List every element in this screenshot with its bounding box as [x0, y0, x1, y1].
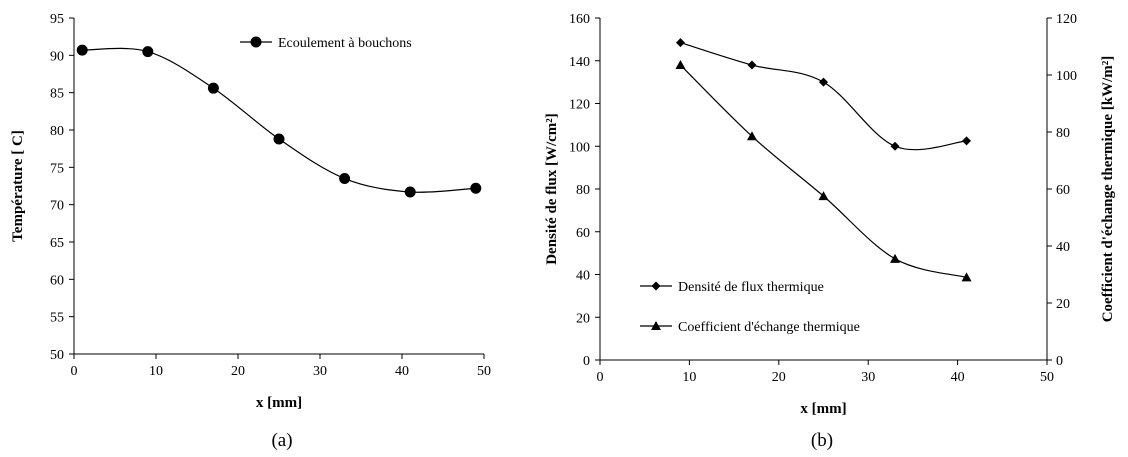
x-tick-label: 30 — [861, 370, 875, 385]
y-tick-label: 65 — [50, 236, 64, 251]
series-line — [82, 47, 476, 193]
y-tick-label: 100 — [569, 140, 590, 155]
legend-marker — [250, 36, 262, 48]
data-point — [890, 141, 900, 151]
data-point — [675, 38, 685, 48]
data-point — [890, 253, 901, 263]
x-tick-label: 10 — [149, 364, 163, 379]
legend-marker — [651, 321, 661, 330]
x-tick-label: 20 — [772, 370, 786, 385]
x-tick-label: 50 — [477, 364, 491, 379]
y2-tick-label: 60 — [1056, 183, 1070, 198]
y-tick-label: 50 — [50, 348, 64, 363]
y2-axis-title: Coefficient d'échange thermique [kW/m²] — [1100, 56, 1116, 323]
y-tick-label: 75 — [50, 161, 64, 176]
data-point — [142, 46, 154, 58]
series-0 — [675, 38, 972, 151]
y-tick-label: 95 — [50, 12, 64, 27]
y-tick-label: 90 — [50, 49, 64, 64]
y-tick-label: 120 — [569, 98, 590, 113]
y-tick-label: 60 — [576, 226, 590, 241]
x-tick-label: 0 — [71, 364, 78, 379]
data-point — [76, 44, 88, 56]
y-tick-label: 140 — [569, 55, 590, 70]
y-tick-label: 160 — [569, 12, 590, 27]
y2-tick-label: 80 — [1056, 126, 1070, 141]
y-tick-label: 55 — [50, 311, 64, 326]
legend-entry: Coefficient d'échange thermique — [640, 320, 860, 335]
data-point — [207, 82, 219, 94]
x-tick-label: 10 — [682, 370, 696, 385]
legend-entry: Densité de flux thermique — [640, 280, 824, 295]
x-tick-label: 50 — [1040, 370, 1054, 385]
x-axis-title: x [mm] — [800, 401, 846, 417]
legend-label: Coefficient d'échange thermique — [678, 320, 860, 335]
x-tick-label: 20 — [231, 364, 245, 379]
data-point — [962, 136, 972, 146]
x-tick-label: 0 — [597, 370, 604, 385]
data-point — [339, 173, 351, 185]
data-point — [746, 131, 757, 141]
x-tick-label: 30 — [313, 364, 327, 379]
data-point — [747, 60, 757, 70]
legend-marker — [651, 281, 661, 291]
y-tick-label: 0 — [583, 354, 590, 369]
data-point — [819, 77, 828, 87]
y-axis-title: Densité de flux [W/cm²] — [544, 113, 560, 265]
y-tick-label: 80 — [50, 124, 64, 139]
y2-tick-label: 0 — [1056, 354, 1063, 369]
y-tick-label: 70 — [50, 199, 64, 214]
legend-entry: Ecoulement à bouchons — [240, 36, 412, 51]
x-axis-title: x [mm] — [256, 395, 302, 411]
y-tick-label: 40 — [576, 269, 590, 284]
data-point — [470, 182, 482, 194]
legend-label: Ecoulement à bouchons — [278, 36, 412, 51]
data-point — [675, 60, 686, 70]
data-point — [818, 191, 829, 201]
data-point — [404, 186, 416, 198]
series-line — [680, 42, 967, 151]
x-tick-label: 40 — [951, 370, 965, 385]
chart-panel-a: 0 10 20 30 40 50 50 55 60 65 70 75 80 85 90 95 x [mm] Tem… — [10, 12, 491, 451]
series-1 — [675, 60, 972, 282]
x-tick-label: 40 — [395, 364, 409, 379]
panel-label: (a) — [271, 430, 292, 451]
legend-label: Densité de flux thermique — [678, 280, 824, 295]
y-tick-label: 85 — [50, 87, 64, 102]
series-line — [680, 64, 967, 278]
y2-tick-label: 100 — [1056, 69, 1077, 84]
y2-tick-label: 120 — [1056, 12, 1077, 27]
y2-tick-label: 40 — [1056, 240, 1070, 255]
y2-tick-label: 20 — [1056, 297, 1070, 312]
y-tick-label: 80 — [576, 183, 590, 198]
y-tick-label: 20 — [576, 311, 590, 326]
series-0 — [76, 44, 482, 198]
data-point — [961, 272, 972, 282]
y-tick-label: 60 — [50, 273, 64, 288]
panel-label: (b) — [811, 430, 833, 451]
chart-panel-b: 0 10 20 30 40 5002040608010012014016002040608… — [544, 12, 1116, 451]
data-point — [273, 133, 285, 145]
y-axis-title: Température [ C] — [10, 130, 26, 242]
